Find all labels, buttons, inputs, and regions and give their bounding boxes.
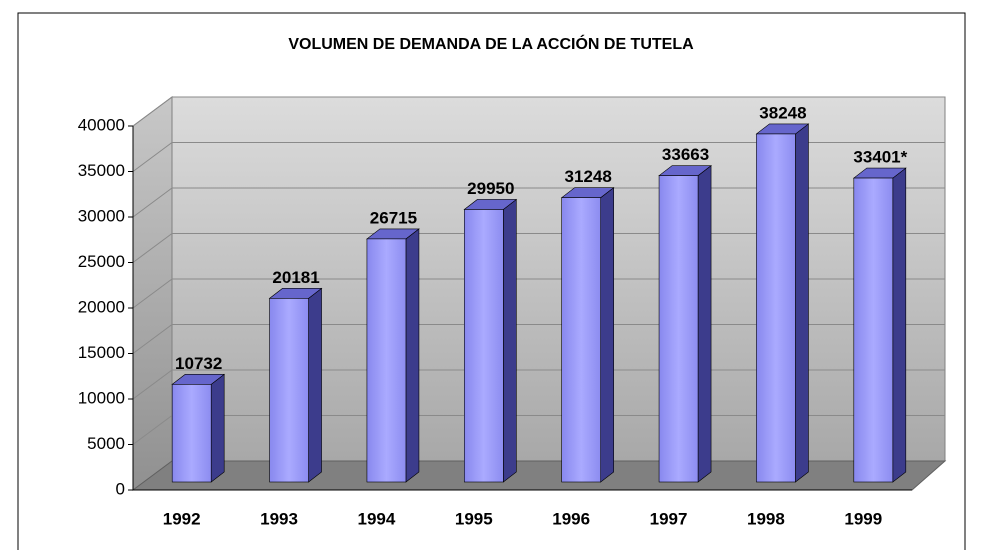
data-label: 33401* xyxy=(853,148,907,167)
x-tick-label: 1996 xyxy=(552,509,590,528)
x-tick-label: 1993 xyxy=(260,509,298,528)
bar xyxy=(658,165,712,483)
bar-front xyxy=(756,133,796,483)
chart-border xyxy=(17,12,966,550)
y-tick-label: 10000 xyxy=(78,388,125,407)
bar-front xyxy=(561,197,601,483)
y-tick-label: 30000 xyxy=(78,206,125,225)
x-tick-label: 1994 xyxy=(358,509,396,528)
y-tick-label: 25000 xyxy=(78,252,125,271)
bar-front xyxy=(171,384,212,483)
bar-side xyxy=(795,123,809,483)
bar-side xyxy=(600,187,614,483)
chart-title: VOLUMEN DE DEMANDA DE LA ACCIÓN DE TUTEL… xyxy=(288,34,694,53)
data-label: 10732 xyxy=(175,354,222,373)
bar xyxy=(171,373,226,483)
bar xyxy=(560,187,615,483)
x-tick-label: 1992 xyxy=(163,509,201,528)
data-label: 29950 xyxy=(467,179,514,198)
bar-side xyxy=(892,167,907,483)
x-tick-label: 1995 xyxy=(455,509,493,528)
bar xyxy=(755,123,810,483)
bar xyxy=(852,167,907,483)
data-label: 38248 xyxy=(759,103,806,122)
grid-line xyxy=(132,96,945,127)
bar xyxy=(366,228,420,483)
y-tick-label: 40000 xyxy=(78,115,125,134)
grid-line xyxy=(132,142,945,172)
bar-front xyxy=(464,209,504,483)
bar-front xyxy=(658,175,699,483)
floor xyxy=(131,460,947,491)
y-tick-label: 15000 xyxy=(78,343,125,362)
data-label: 31248 xyxy=(565,167,612,186)
bar-side xyxy=(405,228,420,483)
x-tick-label: 1997 xyxy=(650,509,688,528)
data-label: 26715 xyxy=(370,208,417,227)
y-tick-label: 35000 xyxy=(78,161,125,180)
bar-front xyxy=(853,177,894,483)
y-tick-label: 20000 xyxy=(78,297,125,316)
bar-front xyxy=(269,298,309,483)
bar xyxy=(268,287,323,483)
data-label: 20181 xyxy=(272,268,319,287)
y-tick-label: 5000 xyxy=(87,434,125,453)
bar xyxy=(463,198,518,483)
data-label: 33663 xyxy=(662,145,709,164)
x-tick-label: 1998 xyxy=(747,509,785,528)
bar-side xyxy=(308,287,322,483)
x-tick-label: 1999 xyxy=(844,509,882,528)
bar-side xyxy=(210,373,225,483)
bar-front xyxy=(366,238,407,483)
bar-side xyxy=(697,165,712,483)
bar-side xyxy=(503,198,517,483)
y-tick-label: 0 xyxy=(116,479,125,498)
